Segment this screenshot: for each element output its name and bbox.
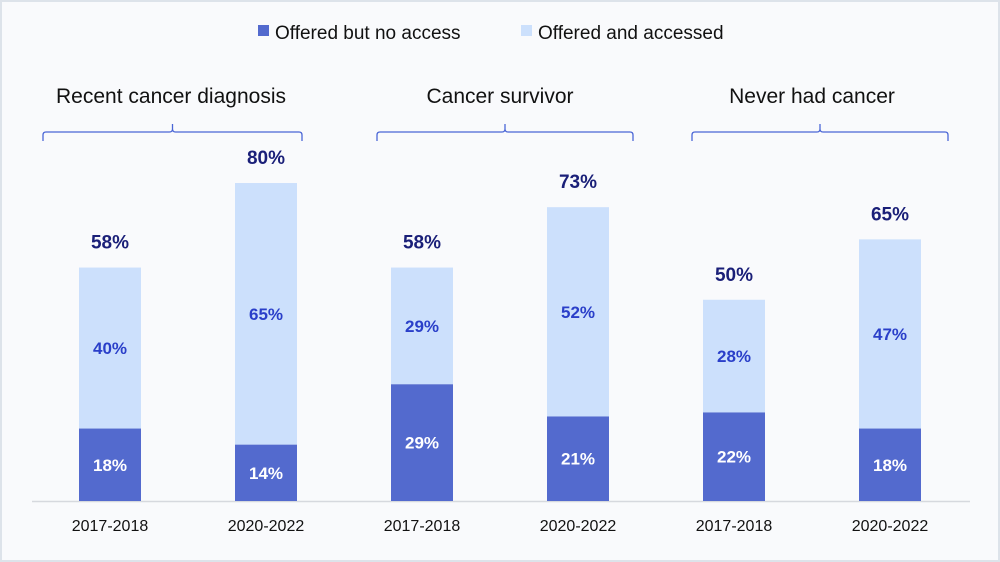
legend-swatch-no-access: [258, 25, 269, 36]
bar-offered-no-access: [235, 444, 297, 501]
x-tick-label: 2020-2022: [852, 518, 929, 535]
data-label-no-access: 18%: [873, 456, 907, 475]
data-label-no-access: 29%: [405, 434, 439, 453]
data-label-accessed: 47%: [873, 325, 907, 344]
data-label-accessed: 40%: [93, 339, 127, 358]
x-tick-label: 2020-2022: [228, 518, 305, 535]
group-brace: [376, 124, 634, 141]
data-label-no-access: 22%: [717, 448, 751, 467]
bar-offered-and-accessed: [859, 239, 921, 429]
data-label-accessed: 65%: [249, 305, 283, 324]
bar-offered-no-access: [547, 416, 609, 501]
data-label-accessed: 29%: [405, 317, 439, 336]
data-label-total: 58%: [91, 233, 129, 254]
data-label-total: 73%: [559, 172, 597, 193]
legend-label-accessed: Offered and accessed: [538, 23, 724, 44]
legend-swatch-accessed: [521, 25, 532, 36]
group-label: Never had cancer: [729, 85, 895, 108]
bar-offered-and-accessed: [79, 267, 141, 429]
group-label: Recent cancer diagnosis: [56, 85, 286, 108]
bar-offered-and-accessed: [703, 299, 765, 413]
legend-label-no-access: Offered but no access: [275, 23, 461, 44]
x-tick-label: 2017-2018: [72, 518, 149, 535]
x-tick-label: 2020-2022: [540, 518, 617, 535]
data-label-no-access: 14%: [249, 464, 283, 483]
bar-offered-and-accessed: [547, 207, 609, 417]
data-label-total: 50%: [715, 265, 753, 286]
x-tick-label: 2017-2018: [384, 518, 461, 535]
data-label-no-access: 18%: [93, 456, 127, 475]
bar-offered-no-access: [703, 412, 765, 501]
bar-offered-and-accessed: [391, 267, 453, 385]
data-label-total: 65%: [871, 204, 909, 225]
bar-offered-and-accessed: [235, 183, 297, 445]
data-label-accessed: 28%: [717, 347, 751, 366]
bar-offered-no-access: [391, 384, 453, 501]
group-brace: [691, 124, 949, 141]
bar-offered-no-access: [859, 428, 921, 501]
data-label-total: 58%: [403, 233, 441, 254]
group-brace: [42, 124, 303, 141]
data-label-total: 80%: [247, 148, 285, 169]
data-label-accessed: 52%: [561, 303, 595, 322]
group-label: Cancer survivor: [426, 85, 573, 108]
data-label-no-access: 21%: [561, 450, 595, 469]
x-tick-label: 2017-2018: [696, 518, 773, 535]
bar-offered-no-access: [79, 428, 141, 501]
